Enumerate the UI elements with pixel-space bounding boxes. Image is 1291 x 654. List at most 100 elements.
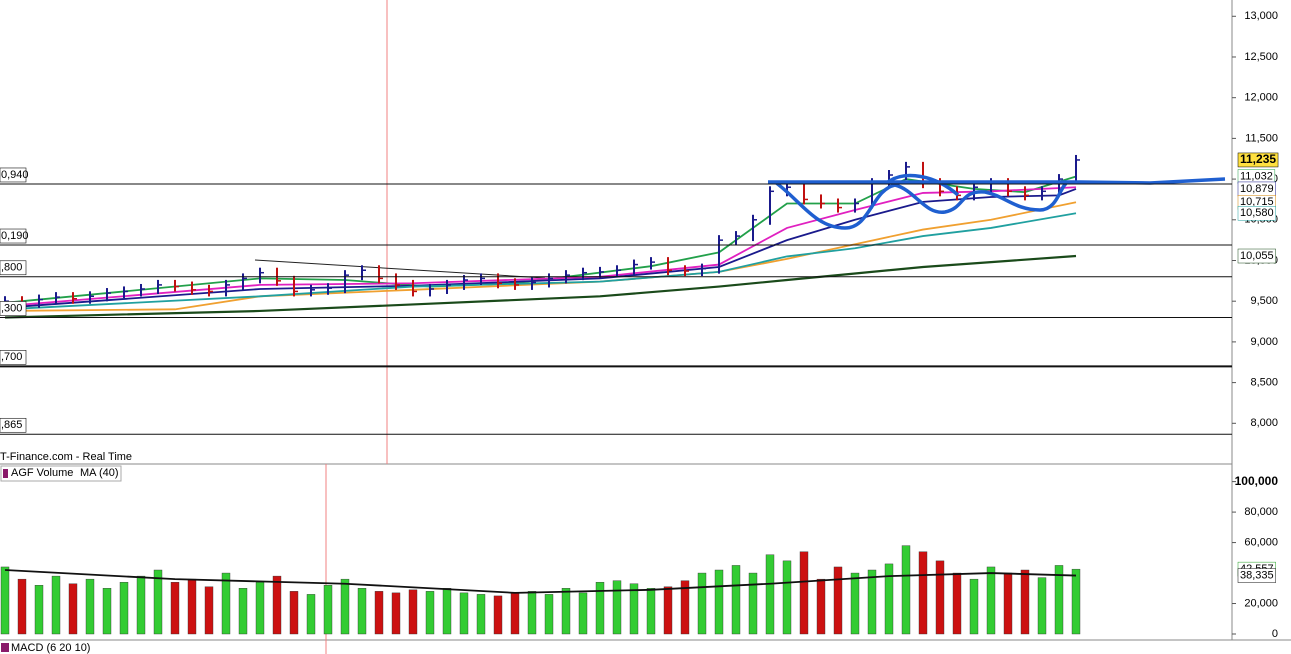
volume-bar — [289, 591, 299, 635]
last-value-box — [1237, 568, 1276, 583]
level-label-box — [0, 417, 27, 433]
price-bar — [344, 270, 349, 294]
volume-bar — [850, 572, 860, 635]
volume-bar — [408, 589, 418, 635]
volume-bar — [272, 575, 282, 635]
moving-average — [4, 212, 1077, 311]
legend-label: AGF Volume — [11, 467, 73, 479]
y-tick-label: 80,000 — [1244, 506, 1278, 518]
volume-bar — [153, 569, 163, 635]
price-bar — [259, 267, 264, 284]
level-label: ,800 — [1, 262, 22, 274]
price-bar — [480, 273, 485, 286]
volume-bar — [544, 594, 554, 635]
volume-bar — [136, 575, 146, 635]
y-tick-label: 0 — [1272, 628, 1278, 640]
y-tick-label: 60,000 — [1244, 536, 1278, 548]
neckline-drawing — [768, 177, 1226, 185]
volume-bar — [51, 575, 61, 635]
level-label: 0,190 — [1, 230, 29, 242]
level-label: ,700 — [1, 351, 22, 363]
volume-bar — [221, 572, 231, 635]
price-bar — [38, 294, 43, 308]
volume-bar — [782, 560, 792, 635]
moving-average — [4, 188, 1077, 309]
price-bar — [599, 266, 604, 278]
price-bar — [1024, 186, 1029, 201]
price-bar — [446, 279, 451, 294]
volume-bar — [0, 566, 10, 635]
price-bar — [208, 284, 213, 297]
volume-bar — [374, 591, 384, 635]
legend-swatch — [1, 643, 9, 652]
last-value-box — [1237, 152, 1279, 168]
price-bar — [514, 278, 519, 290]
volume-bar — [748, 572, 758, 635]
volume-bar — [170, 581, 180, 635]
price-bar — [616, 265, 621, 277]
price-bar — [89, 291, 94, 304]
level-label-box — [0, 301, 27, 316]
price-bar — [395, 273, 400, 290]
y-tick-label: 8,500 — [1250, 377, 1278, 389]
price-bar — [837, 198, 842, 213]
volume-bar — [952, 572, 962, 635]
moving-average — [4, 254, 1077, 319]
last-value-label: 10,715 — [1240, 196, 1274, 208]
volume-bar — [816, 578, 826, 635]
price-bar — [1041, 186, 1046, 201]
volume-bar — [629, 583, 639, 635]
volume-bar — [561, 588, 571, 635]
price-bar — [497, 273, 502, 289]
price-bar — [412, 279, 417, 297]
price-bar — [191, 281, 196, 295]
volume-bar — [323, 585, 333, 635]
price-bar — [174, 279, 179, 292]
price-bar — [123, 286, 128, 299]
volume-bar — [918, 551, 928, 635]
price-bar — [582, 267, 587, 281]
last-value-label: 38,335 — [1240, 569, 1274, 581]
volume-bar — [731, 565, 741, 635]
volume-bar — [68, 583, 78, 635]
last-value-box — [1237, 206, 1276, 221]
volume-bar — [102, 588, 112, 635]
volume-bar — [340, 578, 350, 635]
volume-ma — [4, 569, 1077, 594]
last-value-label: 11,032 — [1240, 170, 1273, 182]
volume-bar — [646, 588, 656, 635]
volume-bar — [204, 586, 214, 635]
price-bar — [667, 257, 672, 276]
volume-bar — [799, 551, 809, 635]
volume-bar — [238, 588, 248, 635]
y-tick-label: 100,000 — [1235, 474, 1279, 488]
volume-bar — [1071, 568, 1081, 635]
price-bar — [718, 235, 723, 274]
price-bar — [225, 279, 230, 297]
price-bar — [55, 292, 60, 305]
price-bar — [157, 279, 162, 294]
volume-bar — [391, 592, 401, 635]
volume-bar — [442, 588, 452, 635]
volume-bar — [986, 566, 996, 635]
volume-bar — [765, 554, 775, 635]
trend-line — [254, 259, 546, 279]
price-bar — [548, 273, 553, 288]
volume-bar — [595, 581, 605, 635]
y-tick-label: 9,500 — [1250, 295, 1278, 307]
volume-bar — [85, 578, 95, 635]
level-label-box — [0, 350, 27, 365]
price-bar — [769, 186, 774, 225]
volume-bar — [476, 594, 486, 635]
volume-bar — [697, 572, 707, 635]
level-label-box — [0, 167, 27, 183]
price-bar — [1075, 154, 1080, 185]
source-label: T-Finance.com - Real Time — [0, 451, 132, 463]
volume-bar — [425, 591, 435, 635]
level-label-box — [0, 260, 27, 276]
price-bar — [684, 265, 689, 277]
legend-swatch — [3, 469, 8, 478]
price-bar — [650, 257, 655, 270]
